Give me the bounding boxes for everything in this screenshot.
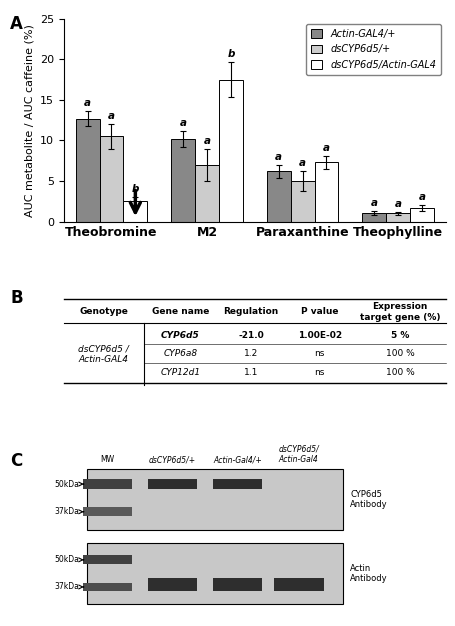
Text: 100 %: 100 % [386, 349, 415, 358]
Text: a: a [84, 98, 91, 108]
Text: CYP12d1: CYP12d1 [160, 368, 200, 377]
Bar [219, 80, 243, 222]
Text: 50kDa: 50kDa [54, 555, 79, 565]
Text: ns: ns [314, 368, 325, 377]
Bar [195, 165, 219, 222]
Text: a: a [108, 111, 115, 121]
Text: a: a [299, 158, 306, 168]
Text: P value: P value [301, 307, 339, 316]
Bar [83, 583, 132, 591]
Bar [213, 578, 263, 591]
Bar [100, 136, 123, 222]
Text: b: b [227, 49, 235, 59]
Text: b: b [131, 184, 139, 194]
Bar [171, 139, 195, 222]
Bar [267, 172, 291, 222]
Y-axis label: AUC metabolite / AUC caffeine (%): AUC metabolite / AUC caffeine (%) [24, 24, 34, 217]
Bar [362, 213, 386, 222]
Text: CYP6d5: CYP6d5 [161, 331, 200, 340]
Bar [314, 162, 339, 222]
Text: Regulation: Regulation [223, 307, 278, 316]
Bar [410, 208, 434, 222]
Text: 1.00E-02: 1.00E-02 [298, 331, 342, 340]
Text: 5 %: 5 % [391, 331, 409, 340]
Bar [148, 578, 197, 591]
Text: a: a [180, 118, 187, 128]
Bar [83, 555, 132, 565]
Text: 37kDa: 37kDa [54, 507, 79, 516]
Text: a: a [323, 143, 330, 153]
Text: a: a [394, 199, 402, 209]
Text: a: a [419, 192, 425, 202]
Text: Gene name: Gene name [152, 307, 209, 316]
Bar [83, 507, 132, 516]
Legend: Actin-GAL4/+, dsCYP6d5/+, dsCYP6d5/Actin-GAL4: Actin-GAL4/+, dsCYP6d5/+, dsCYP6d5/Actin… [306, 24, 441, 75]
Bar [123, 201, 147, 222]
Text: 1.2: 1.2 [244, 349, 258, 358]
Text: 100 %: 100 % [386, 368, 415, 377]
Text: MW: MW [101, 455, 115, 464]
Text: a: a [371, 198, 378, 208]
Text: a: a [203, 136, 211, 146]
Text: dsCYP6d5/
Actin-Gal4: dsCYP6d5/ Actin-Gal4 [278, 444, 319, 464]
Text: dsCYP6d5 /
Actin-GAL4: dsCYP6d5 / Actin-GAL4 [78, 344, 129, 364]
Text: a: a [275, 152, 282, 162]
Text: Actin
Antibody: Actin Antibody [350, 564, 388, 583]
Bar [213, 479, 263, 490]
Text: B: B [10, 289, 23, 307]
Text: Expression
target gene (%): Expression target gene (%) [360, 302, 440, 322]
Bar [83, 479, 132, 490]
Bar [86, 543, 343, 604]
Text: A: A [10, 15, 23, 33]
Text: 37kDa: 37kDa [54, 582, 79, 592]
Bar [386, 213, 410, 222]
Text: CYP6a8: CYP6a8 [163, 349, 197, 358]
Bar [86, 469, 343, 530]
Text: CYP6d5
Antibody: CYP6d5 Antibody [350, 490, 388, 509]
Bar [148, 479, 197, 490]
Bar [291, 181, 314, 222]
Text: -21.0: -21.0 [238, 331, 264, 340]
Text: dsCYP6d5/+: dsCYP6d5/+ [149, 455, 196, 464]
Text: C: C [10, 452, 22, 470]
Text: ns: ns [314, 349, 325, 358]
Text: 1.1: 1.1 [244, 368, 258, 377]
Text: Genotype: Genotype [79, 307, 128, 316]
Bar [76, 118, 100, 222]
Text: Actin-Gal4/+: Actin-Gal4/+ [213, 455, 262, 464]
Bar [274, 578, 324, 591]
Text: 50kDa: 50kDa [54, 480, 79, 488]
